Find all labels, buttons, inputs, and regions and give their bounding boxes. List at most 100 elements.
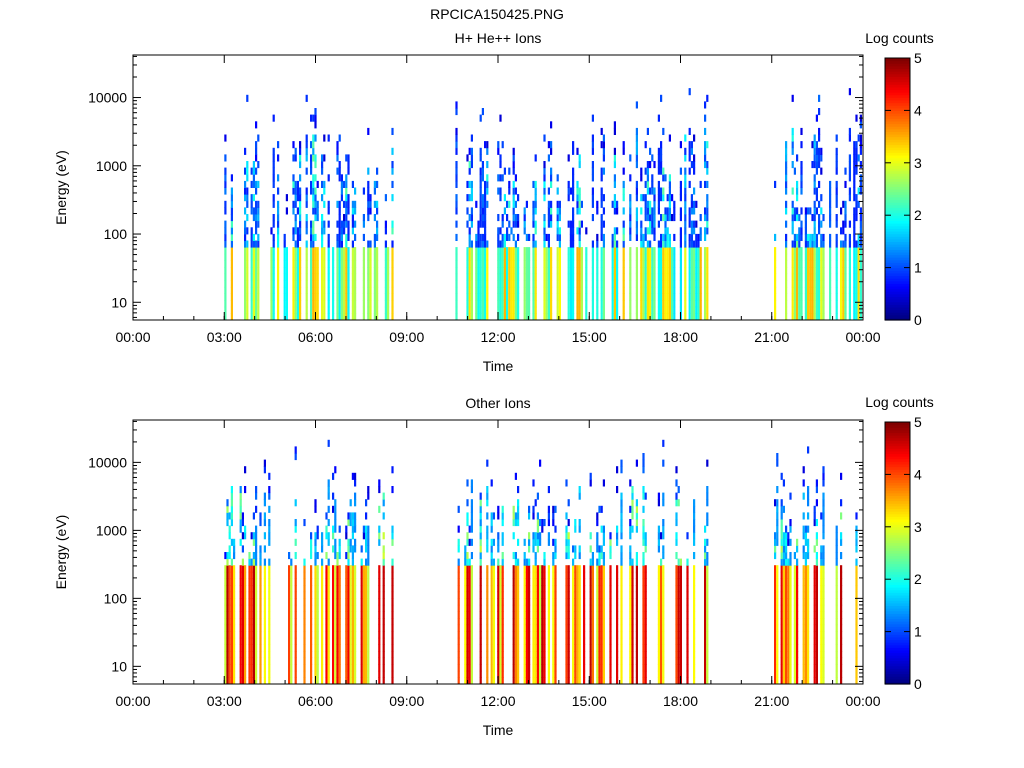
spectrogram-cell xyxy=(565,538,568,546)
spectrogram-cell xyxy=(512,585,515,593)
spectrogram-cell xyxy=(492,558,495,566)
spectrogram-cell xyxy=(259,552,262,560)
spectrogram-cell xyxy=(457,558,460,566)
spectrogram-cell xyxy=(299,141,302,149)
spectrogram-cell xyxy=(497,618,500,626)
spectrogram-cell xyxy=(233,545,236,553)
spectrogram-cell xyxy=(543,631,546,639)
colorbar-segment xyxy=(885,241,910,245)
spectrogram-cell xyxy=(479,499,482,507)
spectrogram-cell xyxy=(470,631,473,639)
spectrogram-cell xyxy=(616,240,619,248)
spectrogram-cell xyxy=(653,260,656,268)
spectrogram-cell xyxy=(523,273,526,281)
spectrogram-cell xyxy=(704,147,707,155)
spectrogram-cell xyxy=(327,598,330,606)
spectrogram-cell xyxy=(591,598,594,606)
spectrogram-cell xyxy=(255,486,258,494)
spectrogram-cell xyxy=(481,313,484,321)
spectrogram-cell xyxy=(704,253,707,261)
spectrogram-cell xyxy=(528,631,531,639)
spectrogram-cell xyxy=(345,552,348,560)
spectrogram-cell xyxy=(567,306,570,314)
spectrogram-cell xyxy=(340,233,343,241)
spectrogram-cell xyxy=(332,624,335,632)
spectrogram-cell xyxy=(512,233,515,241)
spectrogram-cell xyxy=(257,134,260,142)
spectrogram-cell xyxy=(294,154,297,162)
spectrogram-cell xyxy=(340,260,343,268)
spectrogram-cell xyxy=(528,585,531,593)
spectrogram-cell xyxy=(642,644,645,652)
spectrogram-cell xyxy=(224,651,227,659)
spectrogram-cell xyxy=(576,300,579,308)
spectrogram-cell xyxy=(303,657,306,665)
spectrogram-cell xyxy=(486,141,489,149)
spectrogram-cell xyxy=(230,247,233,255)
spectrogram-cell xyxy=(523,253,526,261)
spectrogram-cell xyxy=(642,519,645,527)
spectrogram-cell xyxy=(635,233,638,241)
spectrogram-cell xyxy=(230,571,233,579)
spectrogram-cell xyxy=(244,651,247,659)
spectrogram-cell xyxy=(602,631,605,639)
spectrogram-cell xyxy=(534,180,537,188)
spectrogram-cell xyxy=(635,273,638,281)
spectrogram-cell xyxy=(664,253,667,261)
spectrogram-cell xyxy=(305,293,308,301)
spectrogram-cell xyxy=(859,134,862,142)
spectrogram-cell xyxy=(252,558,255,566)
x-tick-label: 21:00 xyxy=(754,329,789,345)
spectrogram-cell xyxy=(543,227,546,235)
spectrogram-cell xyxy=(671,267,674,275)
spectrogram-cell xyxy=(679,214,682,222)
spectrogram-cell xyxy=(336,571,339,579)
spectrogram-cell xyxy=(585,253,588,261)
spectrogram-cell xyxy=(616,565,619,573)
spectrogram-cell xyxy=(230,611,233,619)
spectrogram-cell xyxy=(541,565,544,573)
spectrogram-cell xyxy=(314,247,317,255)
spectrogram-cell xyxy=(334,651,337,659)
spectrogram-cell xyxy=(547,624,550,632)
colorbar-segment xyxy=(885,196,910,201)
spectrogram-cell xyxy=(539,677,542,685)
spectrogram-cell xyxy=(822,260,825,268)
spectrogram-cell xyxy=(804,293,807,301)
spectrogram-cell xyxy=(354,644,357,652)
spectrogram-cell xyxy=(340,180,343,188)
spectrogram-cell xyxy=(501,670,504,678)
colorbar-segment xyxy=(885,147,910,151)
spectrogram-cell xyxy=(602,293,605,301)
spectrogram-cell xyxy=(382,571,385,579)
spectrogram-cell xyxy=(528,565,531,573)
spectrogram-cell xyxy=(528,253,531,261)
spectrogram-cell xyxy=(230,267,233,275)
spectrogram-cell xyxy=(224,618,227,626)
spectrogram-cell xyxy=(822,273,825,281)
spectrogram-cell xyxy=(224,637,227,645)
spectrogram-cell xyxy=(336,273,339,281)
spectrogram-cell xyxy=(815,293,818,301)
spectrogram-cell xyxy=(704,306,707,314)
spectrogram-cell xyxy=(644,194,647,202)
spectrogram-cell xyxy=(664,260,667,268)
spectrogram-cell xyxy=(336,565,339,573)
spectrogram-cell xyxy=(657,313,660,321)
spectrogram-cell xyxy=(241,604,244,612)
spectrogram-cell xyxy=(492,631,495,639)
spectrogram-cell xyxy=(255,565,258,573)
spectrogram-cell xyxy=(550,147,553,155)
spectrogram-cell xyxy=(391,618,394,626)
spectrogram-cell xyxy=(534,306,537,314)
spectrogram-cell xyxy=(345,267,348,275)
spectrogram-cell xyxy=(310,585,313,593)
spectrogram-cell xyxy=(611,200,614,208)
spectrogram-cell xyxy=(576,618,579,626)
spectrogram-cell xyxy=(620,512,623,520)
spectrogram-cell xyxy=(543,174,546,182)
spectrogram-cell xyxy=(835,293,838,301)
spectrogram-cell xyxy=(367,611,370,619)
spectrogram-cell xyxy=(497,253,500,261)
spectrogram-cell xyxy=(840,313,843,321)
